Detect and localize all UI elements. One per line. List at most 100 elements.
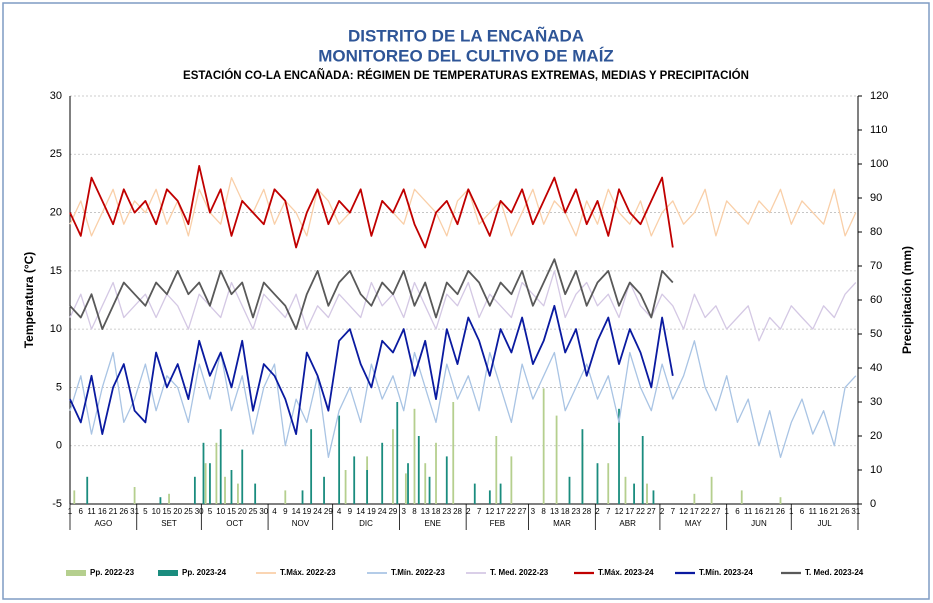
y-tick-label: 30 <box>50 90 62 102</box>
month-label: ABR <box>619 519 636 528</box>
x-tick-label: 7 <box>671 507 676 516</box>
precip-bar <box>73 490 76 504</box>
precip-bar <box>488 490 491 504</box>
month-label: MAR <box>553 519 571 528</box>
x-tick-label: 7 <box>477 507 482 516</box>
month-label: FEB <box>490 519 506 528</box>
x-tick-label: 6 <box>79 507 84 516</box>
x-tick-label: 11 <box>87 507 96 516</box>
temperature-line <box>69 304 674 435</box>
x-tick-label: 16 <box>98 507 107 516</box>
x-tick-label: 4 <box>272 507 277 516</box>
y2-tick-label: 40 <box>870 362 882 374</box>
temperature-line <box>69 340 857 459</box>
x-tick-label: 30 <box>195 507 204 516</box>
x-tick-label: 21 <box>109 507 118 516</box>
y2-tick-label: 50 <box>870 328 882 340</box>
precip-bar <box>510 456 513 504</box>
x-tick-label: 15 <box>162 507 171 516</box>
y-tick-label: -5 <box>52 498 62 510</box>
temperature-line <box>69 258 674 330</box>
legend-label: Pp. 2023-24 <box>182 568 227 577</box>
x-tick-label: 26 <box>776 507 785 516</box>
legend-label: Pp. 2022-23 <box>90 568 135 577</box>
month-label: SET <box>161 519 177 528</box>
y2-tick-label: 20 <box>870 430 882 442</box>
x-tick-label: 17 <box>625 507 634 516</box>
x-tick-label: 11 <box>809 507 818 516</box>
precip-bar <box>428 476 431 504</box>
legend-label: T.Máx. 2022-23 <box>280 568 336 577</box>
x-tick-label: 29 <box>388 507 397 516</box>
precip-bar <box>499 483 502 504</box>
x-tick-label: 18 <box>561 507 570 516</box>
precip-bar <box>338 415 341 504</box>
x-tick-label: 23 <box>572 507 581 516</box>
x-tick-label: 19 <box>302 507 311 516</box>
precip-bar <box>779 497 782 504</box>
x-tick-label: 12 <box>485 507 494 516</box>
x-tick-label: 2 <box>595 507 600 516</box>
x-tick-label: 22 <box>701 507 710 516</box>
x-tick-label: 25 <box>249 507 258 516</box>
x-tick-label: 10 <box>216 507 225 516</box>
month-label: OCT <box>226 519 243 528</box>
x-tick-label: 5 <box>143 507 148 516</box>
x-tick-label: 23 <box>442 507 451 516</box>
x-tick-label: 6 <box>735 507 740 516</box>
x-tick-label: 18 <box>432 507 441 516</box>
legend-label: T. Med. 2023-24 <box>805 568 864 577</box>
chart-caption: ESTACIÓN CO-LA ENCAÑADA: RÉGIMEN DE TEMP… <box>183 69 749 82</box>
y-tick-label: 15 <box>50 265 62 277</box>
month-label: JUL <box>818 519 833 528</box>
precip-bar <box>392 429 394 504</box>
x-tick-label: 2 <box>660 507 665 516</box>
precip-bar <box>323 476 325 504</box>
x-tick-label: 20 <box>238 507 247 516</box>
x-tick-label: 3 <box>531 507 536 516</box>
precip-bar <box>344 470 347 504</box>
x-tick-label: 12 <box>615 507 624 516</box>
y2-axis-label: Precipitación (mm) <box>900 246 914 354</box>
x-tick-label: 16 <box>819 507 828 516</box>
month-label: ENE <box>425 519 441 528</box>
precip-bar <box>424 463 427 504</box>
x-tick-label: 17 <box>496 507 505 516</box>
precip-bar <box>710 476 713 504</box>
precip-bar <box>542 388 545 504</box>
y2-tick-label: 0 <box>870 498 876 510</box>
y2-tick-label: 110 <box>870 124 888 136</box>
precip-bar <box>607 463 610 504</box>
temperature-line <box>69 165 674 249</box>
precip-bar <box>366 470 369 504</box>
x-tick-label: 2 <box>466 507 471 516</box>
precip-bar <box>237 483 239 504</box>
precip-bar <box>230 470 233 504</box>
precip-bar <box>224 476 226 504</box>
x-tick-label: 8 <box>412 507 417 516</box>
precip-bar <box>618 408 620 504</box>
x-tick-label: 22 <box>507 507 516 516</box>
precip-bar <box>646 483 648 504</box>
precip-bar <box>555 415 558 504</box>
precip-bar <box>624 476 627 504</box>
precip-bar <box>693 493 696 504</box>
x-tick-label: 31 <box>851 507 860 516</box>
x-tick-label: 17 <box>690 507 699 516</box>
precip-bar <box>204 463 207 504</box>
precip-bar <box>301 490 304 504</box>
temperature-line <box>69 270 857 342</box>
precip-bar <box>159 497 162 504</box>
x-tick-label: 22 <box>636 507 645 516</box>
precip-bar <box>168 493 170 504</box>
y-tick-label: 5 <box>56 381 62 393</box>
precip-bar <box>353 456 356 504</box>
y2-tick-label: 60 <box>870 294 882 306</box>
legend-label: T.Mín. 2023-24 <box>699 568 753 577</box>
precip-bar <box>495 436 498 504</box>
precip-bar <box>652 490 655 504</box>
x-tick-label: 30 <box>259 507 268 516</box>
precip-bar <box>284 490 287 504</box>
y2-tick-label: 90 <box>870 192 882 204</box>
